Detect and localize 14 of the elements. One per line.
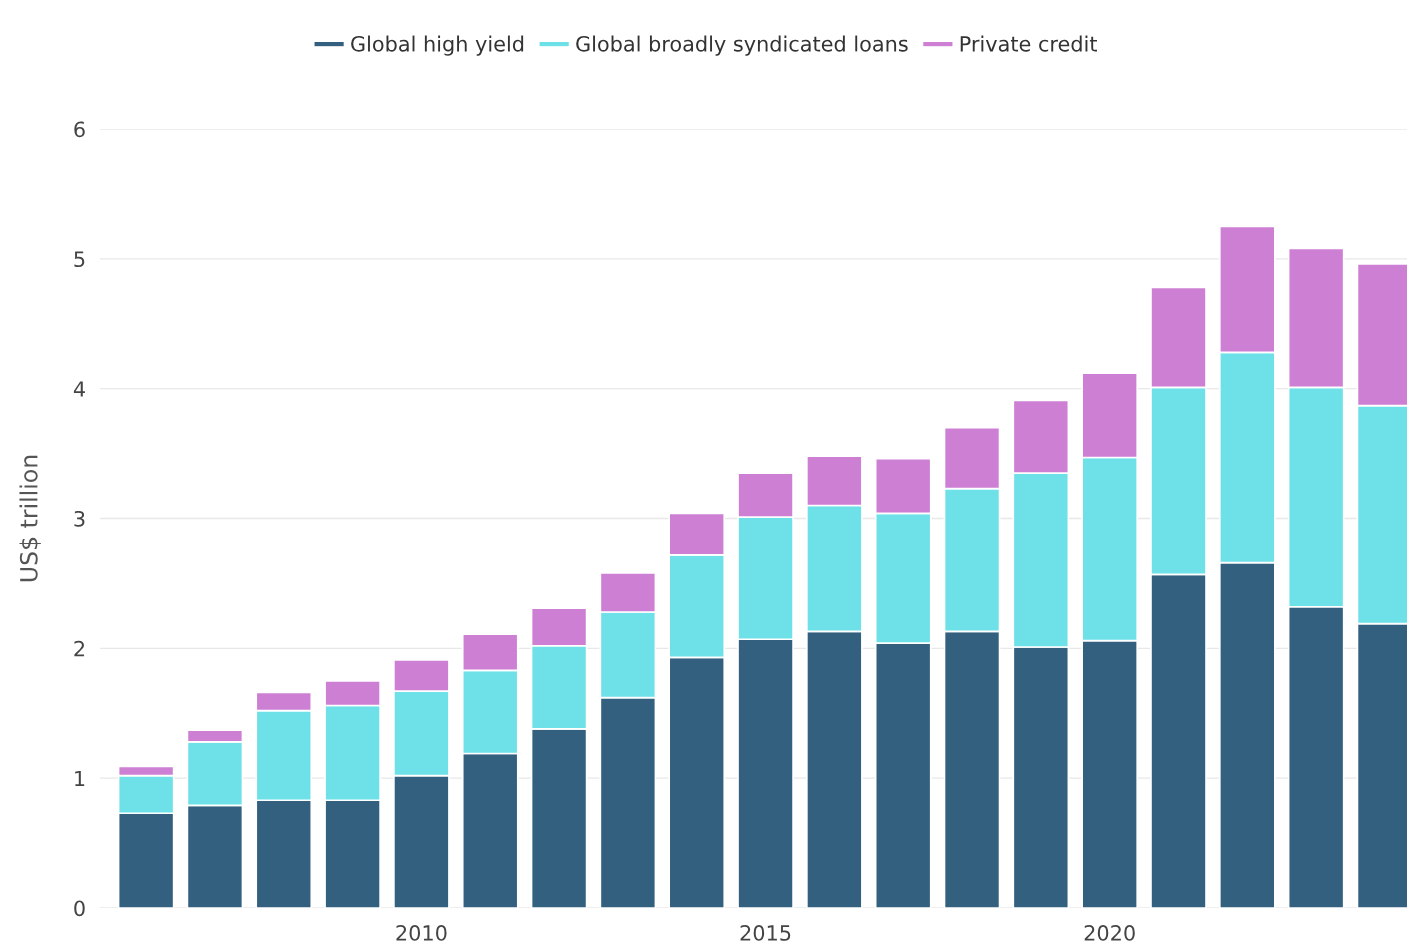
legend-label: Global high yield xyxy=(351,35,524,56)
y-tick-label: 0 xyxy=(74,900,85,917)
y-tick-label: 1 xyxy=(75,770,85,787)
legend-label: Private credit xyxy=(960,35,1098,52)
y-tick-label: 4 xyxy=(73,381,85,397)
y-tick-label: 5 xyxy=(74,251,85,268)
y-tick-label: 3 xyxy=(74,510,85,527)
x-tick-label: 2010 xyxy=(396,925,447,941)
x-tick-label: 2015 xyxy=(740,925,791,941)
y-tick-label: 2 xyxy=(74,640,85,657)
y-axis-title: US$ trillion xyxy=(19,455,41,582)
y-tick-label: 6 xyxy=(74,121,85,138)
legend-label: Global broadly syndicated loans xyxy=(576,35,908,56)
x-tick-label: 2020 xyxy=(1084,925,1135,941)
